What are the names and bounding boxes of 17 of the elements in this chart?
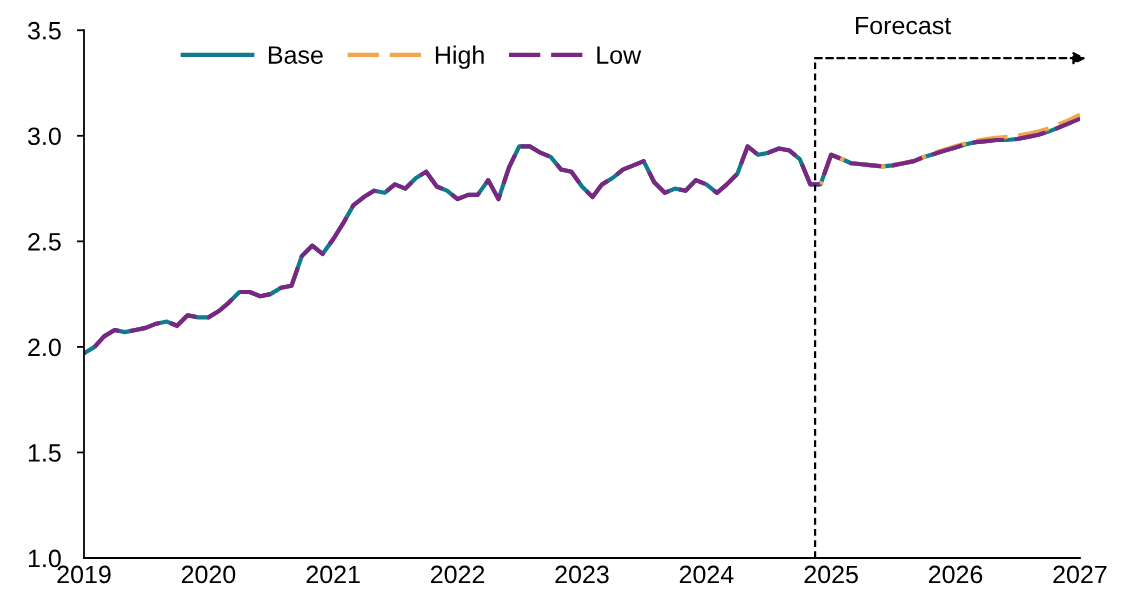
x-tick-label: 2020 xyxy=(181,565,236,584)
x-tick-label: 2021 xyxy=(306,565,360,584)
y-tick-label: 3.5 xyxy=(27,21,61,40)
x-tick-label: 2022 xyxy=(431,565,485,584)
y-tick-label: 1.5 xyxy=(28,444,61,462)
legend-label: Low xyxy=(597,46,642,64)
x-tick-label: 2024 xyxy=(679,565,734,584)
x-tick-label: 2026 xyxy=(928,565,983,584)
ref-line-label: Forecast xyxy=(856,16,952,35)
x-tick-label: 2023 xyxy=(555,565,609,584)
x-tick-label: 2027 xyxy=(1053,565,1107,584)
y-tick-label: 2.0 xyxy=(28,338,61,357)
y-tick-label: 3.0 xyxy=(27,127,61,146)
x-tick-label: 2025 xyxy=(804,565,858,584)
legend-label: High xyxy=(435,45,484,69)
y-tick-label: 2.5 xyxy=(28,232,61,251)
legend-label: Base xyxy=(268,46,323,64)
